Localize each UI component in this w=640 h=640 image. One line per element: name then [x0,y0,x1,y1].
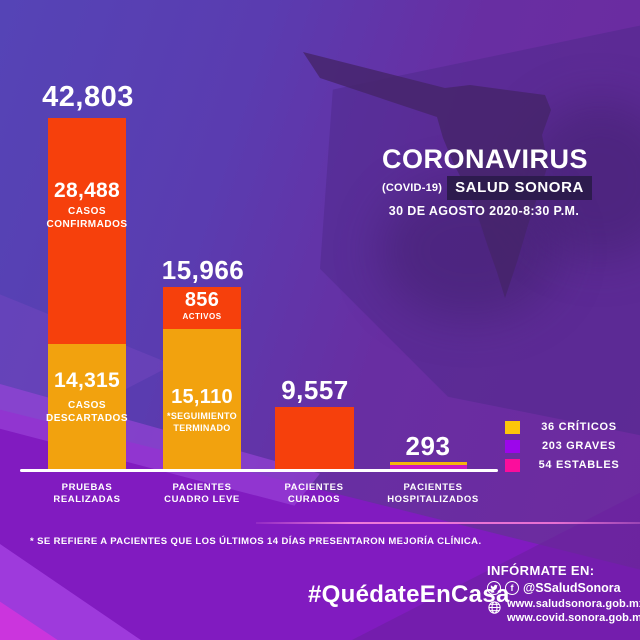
legend-swatch-yellow [505,420,520,434]
bar1-total: 42,803 [42,81,134,113]
legend-label: 36 CRÍTICOS [541,421,617,433]
org-badge: SALUD SONORA [447,176,592,200]
bar1-seg2-value: 14,315 [53,369,121,392]
bar1-seg1-value: 28,488 [53,179,121,202]
bar2-segment-seguimiento: 15,110 *SEGUIMIENTO TERMINADO [163,329,241,471]
report-datetime: 30 DE AGOSTO 2020-8:30 P.M. [388,204,580,218]
bar3-segment-curados [275,407,354,471]
bar2-seg2-label: TERMINADO [173,422,231,433]
bar1-segment-descartados: 14,315 CASOS DESCARTADOS [46,344,127,471]
legend-item-estables: 54 ESTABLES [505,458,630,472]
bar1-seg1-label: CASOS [67,206,107,217]
twitter-icon [487,581,501,595]
covid-label: (COVID-19) [382,182,443,194]
bar1-seg2-label: CASOS [67,400,107,411]
bar2-seg2-label: *SEGUIMIENTO [167,411,237,421]
sonora-map-silhouette [303,52,551,298]
x-axis-line [20,469,498,472]
legend-swatch-purple [505,439,520,453]
page-title: CORONAVIRUS [382,144,589,174]
bar4-strip-top [390,462,467,465]
website-url: www.saludsonora.gob.mx [507,598,640,610]
category-label-pruebas: PRUEBAS REALIZADAS [53,482,121,506]
legend-label: 54 ESTABLES [538,459,620,471]
social-row: f @SSaludSonora [487,581,637,595]
category-label-curados: PACIENTES CURADOS [284,482,344,506]
divider-line [256,522,640,524]
social-handle: @SSaludSonora [523,581,621,595]
bar2-seg2-value: 15,110 [171,386,233,408]
legend-item-criticos: 36 CRÍTICOS [505,420,630,434]
bar4-strip-main [390,465,467,471]
facebook-icon: f [505,581,519,595]
bar4-total: 293 [405,431,451,461]
bar2-seg1-label: ACTIVOS [182,312,222,321]
bar1-seg1-label: CONFIRMADOS [46,219,128,230]
legend: 36 CRÍTICOS 203 GRAVES 54 ESTABLES [505,420,630,472]
website-url: www.covid.sonora.gob.mx [507,611,640,624]
category-label-hospitalizados: PACIENTES HOSPITALIZADOS [387,482,479,506]
globe-icon [488,601,501,614]
bar2-segment-activos: 856 ACTIVOS [163,287,241,329]
footnote: * SE REFIERE A PACIENTES QUE LOS ÚLTIMOS… [30,536,482,547]
footer-info-block: INFÓRMATE EN: f @SSaludSonora www.saluds… [487,563,640,626]
hashtag-quedate-en-casa: #QuédateEnCasa [308,581,510,608]
bar1-seg2-label: DESCARTADOS [46,413,128,424]
bar2-seg1-value: 856 [184,289,220,311]
info-heading: INFÓRMATE EN: [487,563,595,578]
bar2-total: 15,966 [161,255,245,285]
legend-item-graves: 203 GRAVES [505,439,630,453]
category-label-cuadro-leve: PACIENTES CUADRO LEVE [164,482,240,506]
bar1-segment-confirmados: 28,488 CASOS CONFIRMADOS [46,118,127,344]
legend-label: 203 GRAVES [541,440,617,452]
bar3-total: 9,557 [281,375,349,405]
websites-row: www.saludsonora.gob.mx www.covid.sonora.… [487,598,640,626]
legend-swatch-pink [505,458,520,472]
header-subtitle-row: (COVID-19) SALUD SONORA [382,176,592,200]
